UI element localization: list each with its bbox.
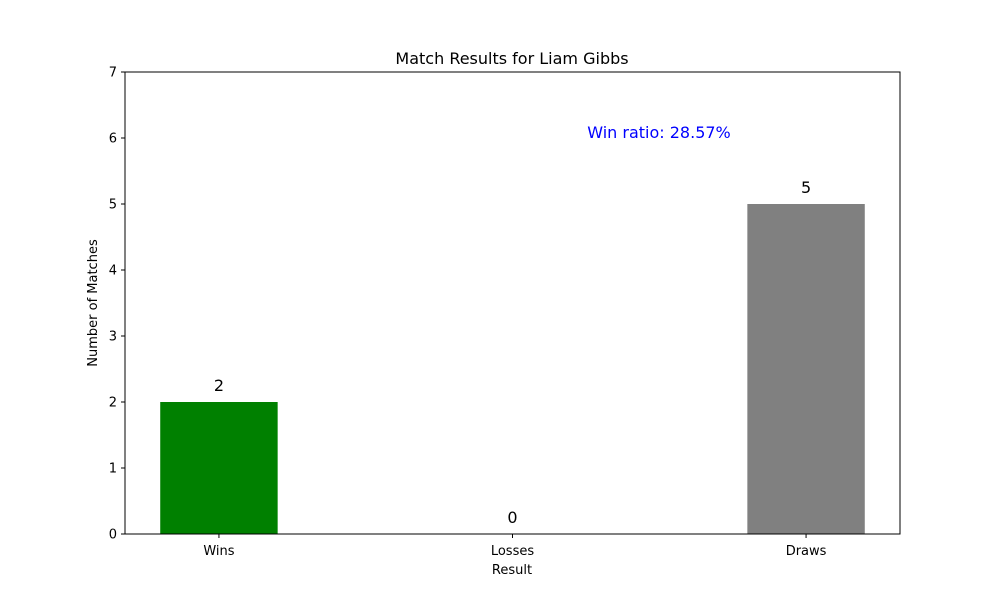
x-tick-label: Losses bbox=[491, 544, 535, 559]
x-tick-label: Wins bbox=[203, 544, 234, 559]
y-tick-label: 4 bbox=[109, 264, 117, 279]
y-tick-label: 3 bbox=[109, 330, 117, 345]
y-tick-label: 2 bbox=[109, 396, 117, 411]
bar-value-label: 2 bbox=[214, 376, 224, 395]
y-tick-label: 7 bbox=[109, 66, 117, 81]
bar-wins bbox=[160, 402, 278, 534]
chart-title: Match Results for Liam Gibbs bbox=[395, 49, 628, 68]
bar-value-label: 5 bbox=[801, 178, 811, 197]
bar-value-label: 0 bbox=[507, 508, 517, 527]
x-axis-title: Result bbox=[492, 563, 532, 578]
plot-frame bbox=[124, 71, 901, 535]
win-ratio-annotation: Win ratio: 28.57% bbox=[587, 123, 731, 142]
plot-area: 0 1 2 3 4 5 6 7 Wins 2 Losses 0 Draws 5 bbox=[109, 66, 865, 559]
y-tick-label: 6 bbox=[109, 132, 117, 147]
bar-draws bbox=[747, 204, 865, 534]
y-tick-label: 1 bbox=[109, 462, 117, 477]
y-axis-title: Number of Matches bbox=[86, 239, 101, 367]
y-tick-label: 5 bbox=[109, 198, 117, 213]
x-tick-label: Draws bbox=[786, 544, 827, 559]
y-tick-label: 0 bbox=[109, 528, 117, 543]
